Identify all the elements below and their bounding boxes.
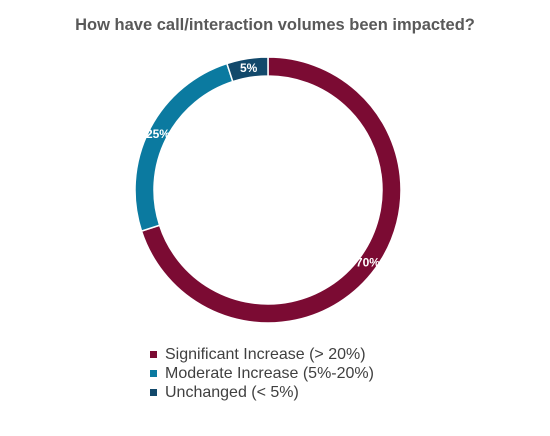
legend-item-significant-increase: Significant Increase (> 20%): [150, 345, 374, 364]
legend-item-unchanged: Unchanged (< 5%): [150, 383, 374, 402]
slice-moderate-increase: [134, 62, 234, 233]
chart-title: How have call/interaction volumes been i…: [75, 16, 475, 34]
slice-label-moderate-increase: 25%: [146, 127, 170, 141]
legend-swatch-significant-increase: [150, 351, 157, 358]
legend-label-significant-increase: Significant Increase (> 20%): [165, 346, 366, 363]
slice-unchanged: [225, 56, 269, 83]
legend: Significant Increase (> 20%) Moderate In…: [150, 345, 374, 402]
legend-swatch-unchanged: [150, 389, 157, 396]
legend-label-moderate-increase: Moderate Increase (5%-20%): [165, 365, 374, 382]
legend-swatch-moderate-increase: [150, 370, 157, 377]
legend-label-unchanged: Unchanged (< 5%): [165, 384, 299, 401]
legend-item-moderate-increase: Moderate Increase (5%-20%): [150, 364, 374, 383]
slice-label-unchanged: 5%: [240, 61, 258, 75]
slice-label-significant-increase: 70%: [356, 256, 380, 270]
